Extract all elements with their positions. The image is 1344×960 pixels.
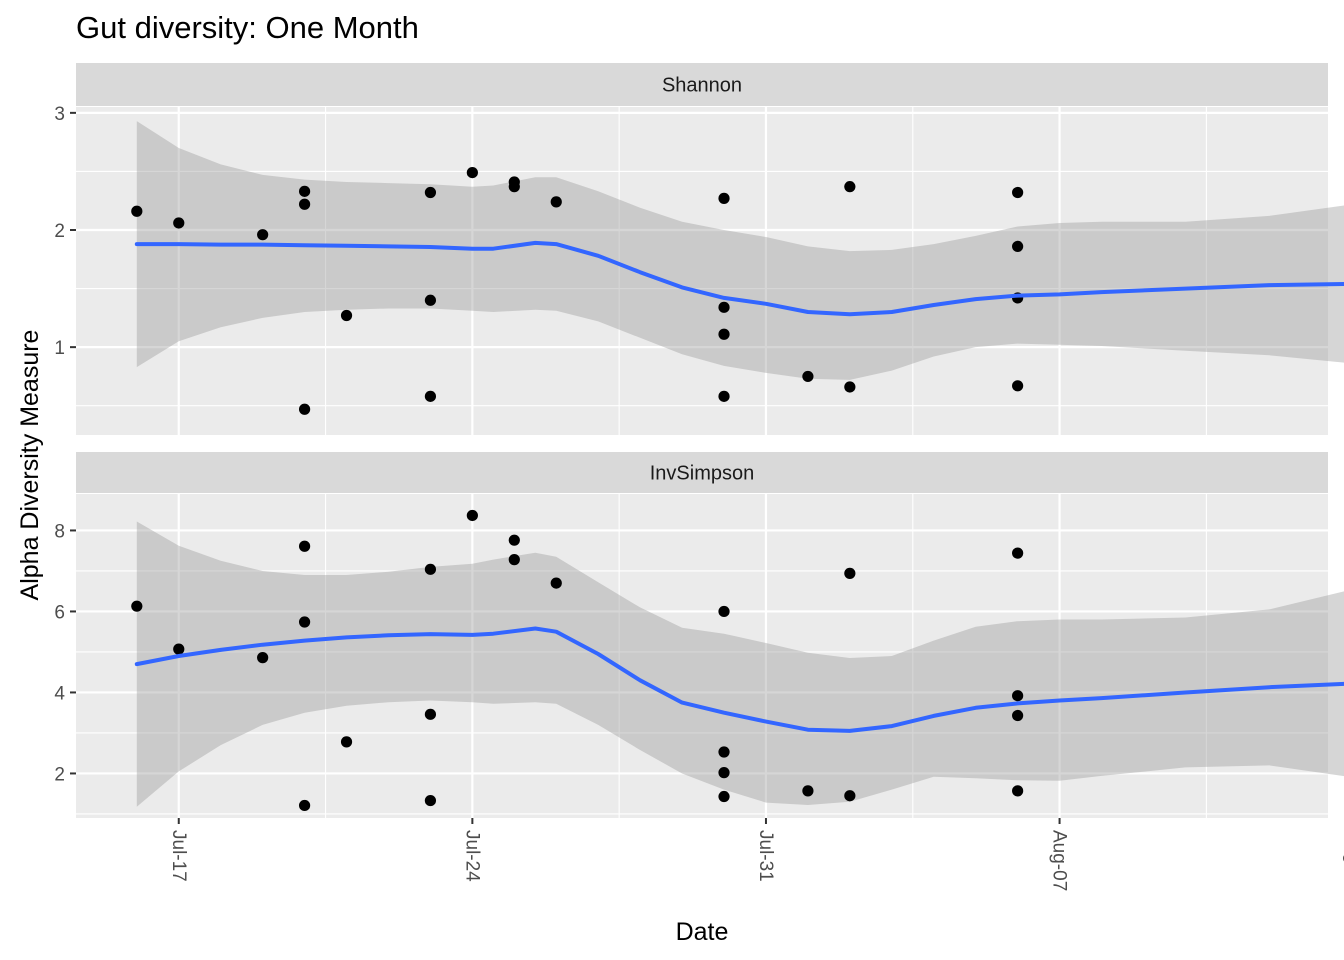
confidence-ribbon (136, 521, 1344, 807)
y-tick-label: 2 (54, 764, 65, 785)
confidence-ribbon (136, 121, 1344, 380)
smooth-line (134, 626, 1344, 733)
data-point (1012, 547, 1024, 559)
data-point (257, 229, 269, 241)
facet-shannon: Shannon 1 2 3 (54, 63, 1344, 435)
data-point (718, 390, 730, 402)
x-axis: Jul-17 Jul-24 Jul-31 Aug-07 Aug-14 (168, 818, 1344, 892)
panel-background (76, 494, 1328, 818)
y-tick-label: 8 (54, 521, 65, 542)
data-point (718, 328, 730, 340)
data-point (550, 577, 562, 589)
data-point (298, 799, 311, 812)
data-point (802, 785, 814, 797)
data-point (844, 381, 856, 393)
data-point (718, 192, 730, 204)
data-point (718, 301, 730, 313)
data-point (131, 205, 143, 217)
data-point (718, 767, 730, 779)
facet-panels: Shannon 1 2 3 InvSimpson 2 4 6 8 (54, 63, 1344, 818)
data-point (298, 403, 311, 415)
y-tick-label: 6 (54, 602, 65, 623)
data-point (844, 181, 856, 193)
data-point (718, 790, 730, 803)
y-tick-label: 1 (54, 338, 65, 359)
data-points (131, 167, 1024, 415)
data-point (508, 534, 520, 546)
data-point (802, 370, 814, 383)
facet-strip-label: Shannon (662, 75, 742, 97)
panel-background (76, 107, 1328, 435)
x-tick-label: Jul-17 (168, 830, 189, 882)
data-point (298, 185, 311, 197)
data-point (340, 736, 353, 748)
data-point (424, 294, 437, 306)
facet-invsimpson: InvSimpson 2 4 6 8 (54, 452, 1344, 818)
data-point (298, 198, 311, 210)
x-tick-label: Aug-14 (1342, 830, 1344, 892)
data-point (424, 563, 437, 575)
y-tick-label: 3 (54, 104, 65, 125)
data-point (718, 605, 730, 618)
y-tick-label: 4 (54, 683, 65, 704)
x-tick-label: Jul-24 (461, 830, 482, 882)
data-point (298, 616, 311, 628)
data-point (1012, 690, 1024, 702)
data-point (844, 790, 856, 802)
data-point (1012, 709, 1024, 722)
facet-strip-label: InvSimpson (650, 463, 755, 485)
data-point (466, 509, 478, 522)
data-point (173, 643, 185, 655)
data-point (131, 600, 143, 612)
data-point (424, 708, 437, 720)
data-point (173, 217, 185, 229)
data-point (340, 309, 353, 322)
chart-title: Gut diversity: One Month (76, 10, 419, 45)
data-point (1012, 380, 1024, 392)
facet-strip (76, 452, 1328, 493)
data-point (508, 181, 520, 193)
data-point (298, 540, 311, 552)
data-point (1012, 186, 1024, 199)
data-point (424, 186, 437, 199)
data-points (131, 509, 1024, 812)
data-point (844, 567, 856, 579)
data-point (1012, 785, 1024, 797)
data-point (550, 196, 562, 208)
data-point (424, 794, 437, 807)
x-tick-label: Aug-07 (1049, 830, 1070, 891)
data-point (508, 554, 520, 566)
smooth-line (134, 240, 1344, 317)
data-point (1012, 240, 1024, 252)
data-point (466, 167, 478, 179)
y-tick-label: 2 (54, 221, 65, 242)
facet-strip (76, 63, 1328, 106)
data-point (424, 390, 437, 402)
data-point (257, 652, 269, 664)
x-axis-label: Date (676, 918, 729, 946)
y-axis-label: Alpha Diversity Measure (16, 330, 44, 601)
x-tick-label: Jul-31 (755, 830, 776, 882)
data-point (718, 746, 730, 758)
